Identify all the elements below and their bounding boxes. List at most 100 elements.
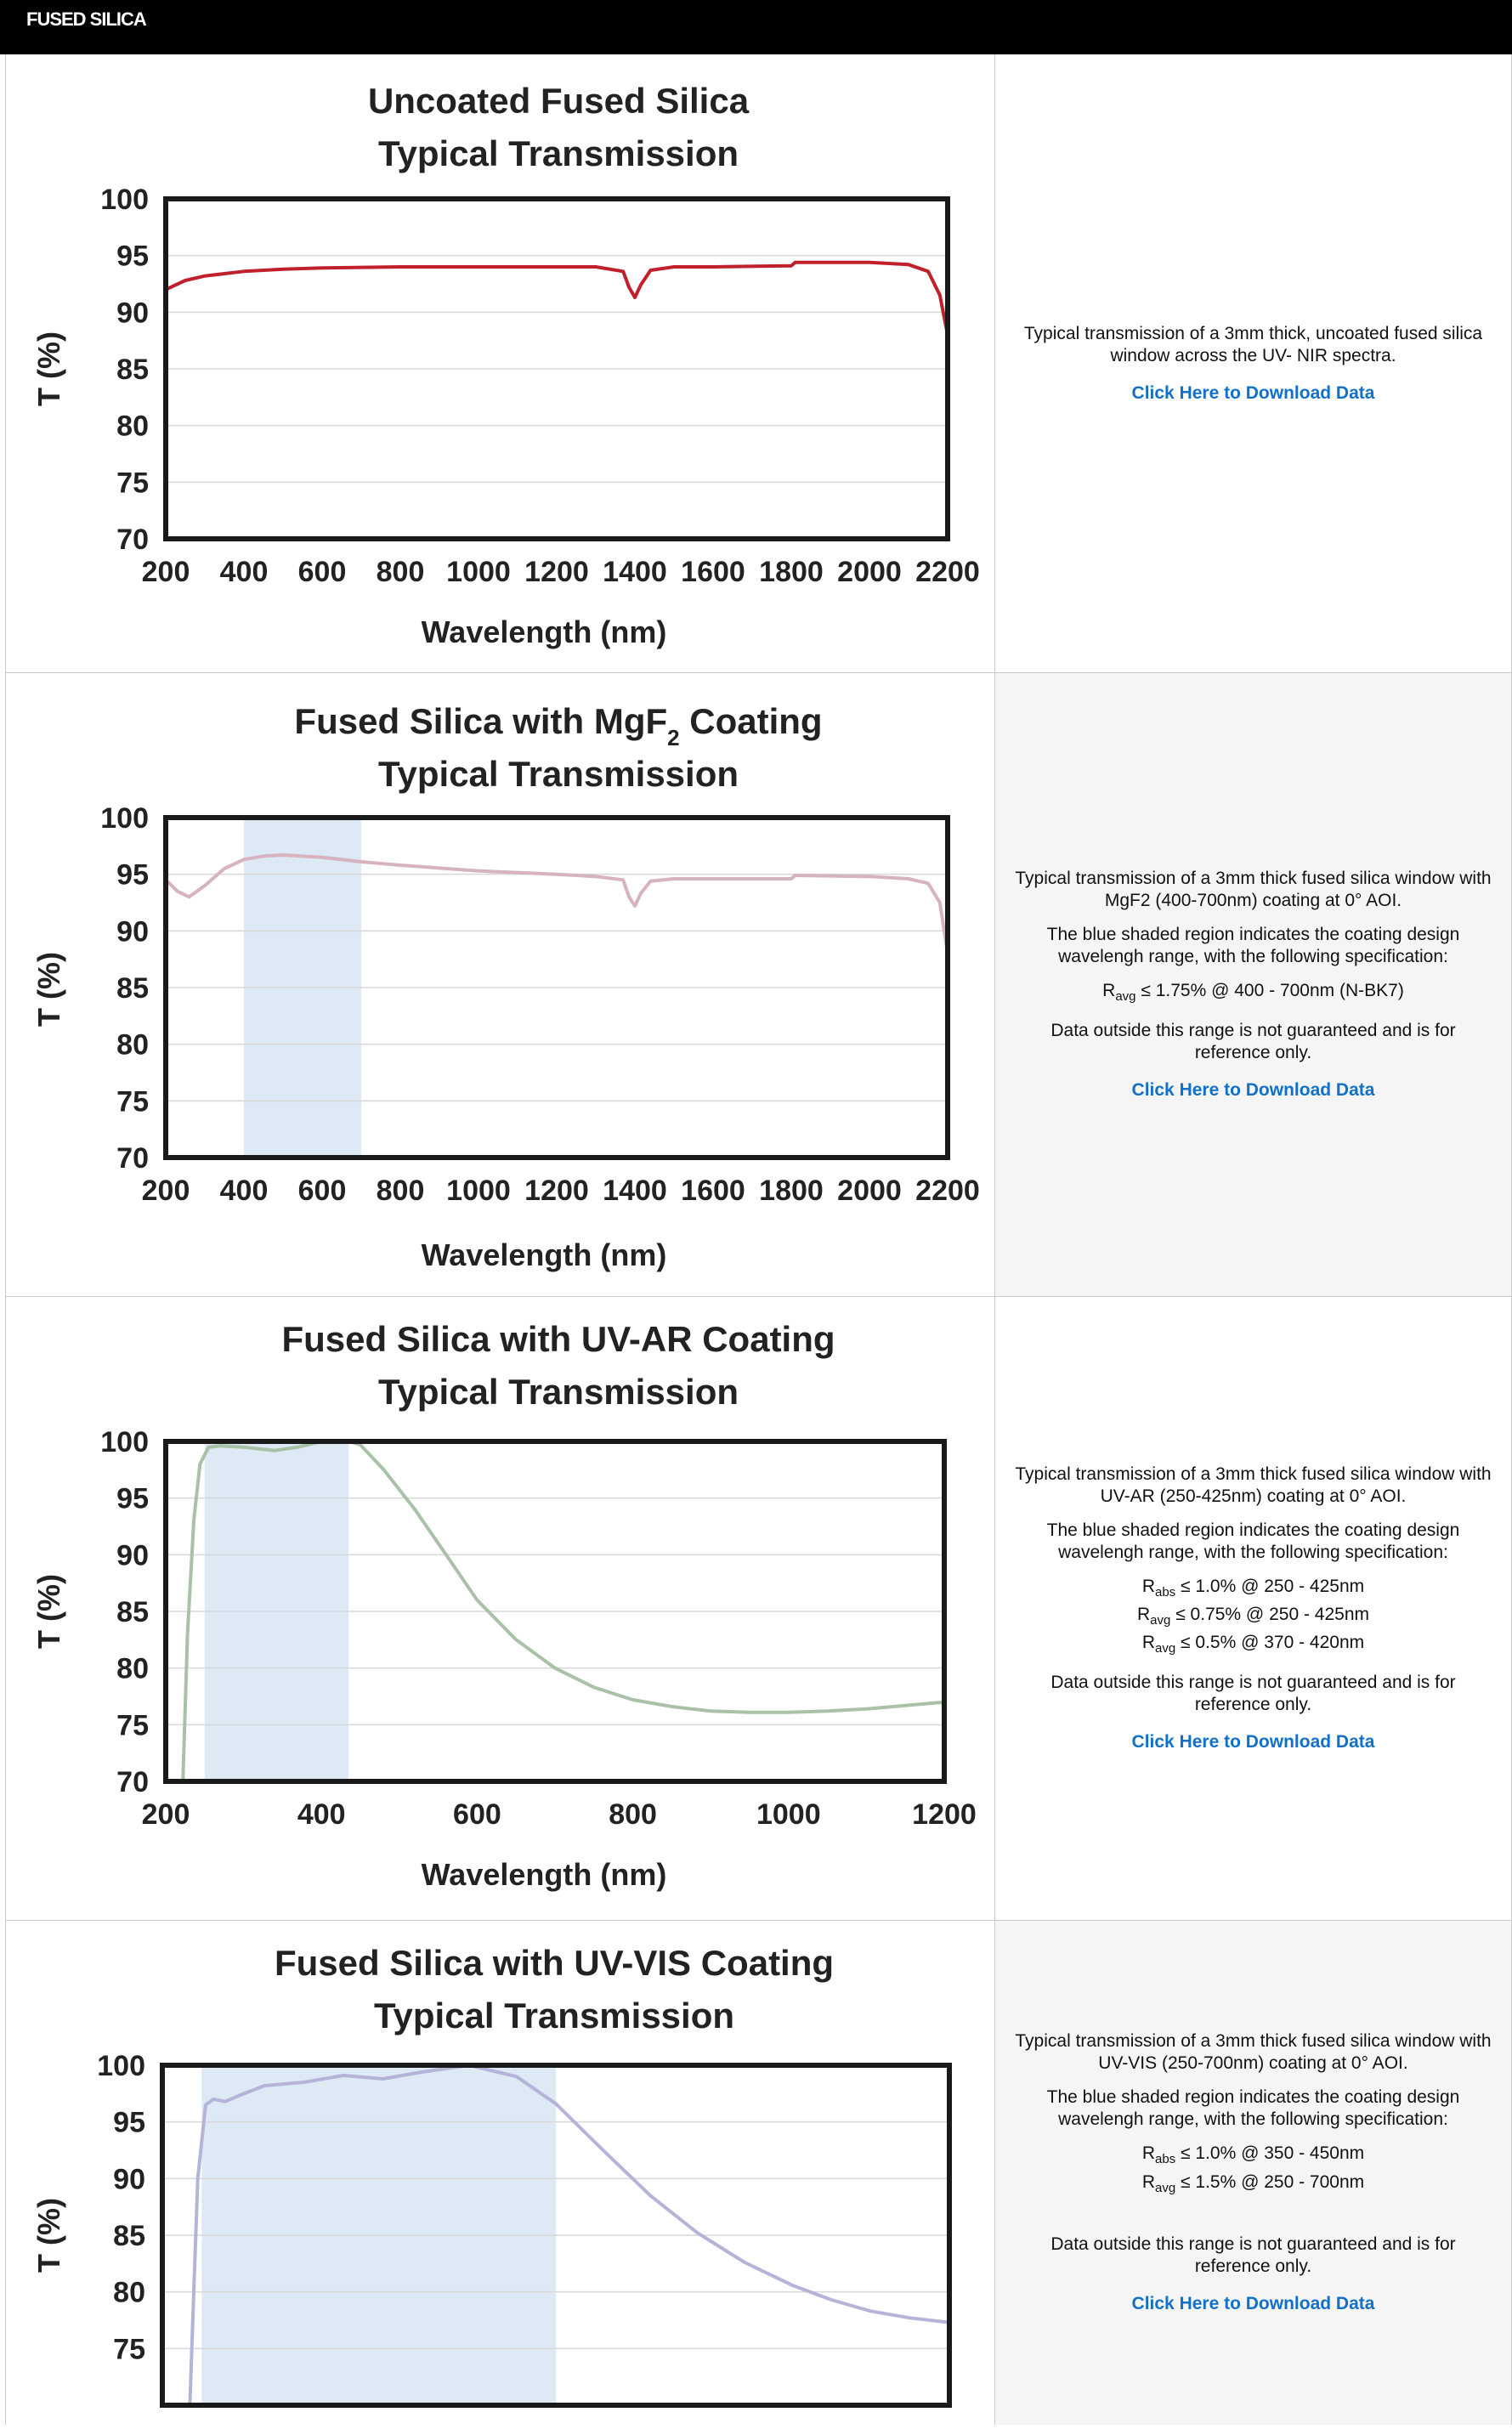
table-row: Fused Silica with MgF2 Coating Typical T… <box>5 673 1512 1297</box>
x-tick-label: 1800 <box>759 556 824 588</box>
x-axis-label: Wavelength (nm) <box>422 614 667 649</box>
spec-symbol: R <box>1141 2143 1155 2164</box>
description-cell: Typical transmission of a 3mm thick fuse… <box>995 1921 1511 2425</box>
specification-list: Rabs ≤ 1.0% @ 250 - 425nm Ravg ≤ 0.75% @ … <box>1137 1576 1369 1661</box>
spec-symbol: R <box>1141 1576 1155 1596</box>
description-text: The blue shaded region indicates the coa… <box>1046 1520 1460 1562</box>
chart-title-main: Fused Silica with MgF <box>294 701 667 741</box>
series-line <box>166 853 948 954</box>
chart-cell: Uncoated Fused Silica Typical Transmissi… <box>6 54 995 672</box>
spec-text: ≤ 1.5% @ 250 - 700nm <box>1175 2171 1365 2192</box>
x-tick-label: 800 <box>377 1175 425 1207</box>
spec-text: ≤ 1.75% @ 400 - 700nm (N-BK7) <box>1135 980 1404 1000</box>
spec-symbol: R <box>1137 1604 1151 1624</box>
spec-symbol: R <box>1141 2171 1155 2192</box>
x-tick-label: 200 <box>142 1798 190 1831</box>
y-tick-label: 90 <box>113 2163 145 2195</box>
y-axis-label: T (%) <box>31 331 66 406</box>
description-text: The blue shaded region indicates the coa… <box>1046 2087 1460 2130</box>
x-tick-label: 600 <box>453 1798 501 1831</box>
section-title: FUSED SILICA <box>26 8 147 30</box>
table-row: Fused Silica with UV-VIS Coating Typical… <box>5 1921 1512 2425</box>
x-tick-label: 2200 <box>915 556 980 588</box>
x-tick-label: 1000 <box>446 1175 511 1207</box>
y-tick-label: 95 <box>113 2107 145 2139</box>
y-axis-label: T (%) <box>31 952 66 1027</box>
x-tick-label: 2000 <box>837 1175 902 1207</box>
chart-cell: Fused Silica with MgF2 Coating Typical T… <box>6 673 995 1296</box>
x-axis-label: Wavelength (nm) <box>422 1237 667 1272</box>
table-row: Uncoated Fused Silica Typical Transmissi… <box>5 54 1512 673</box>
table-row: Fused Silica with UV-AR Coating Typical … <box>5 1297 1512 1921</box>
x-tick-label: 1400 <box>603 1175 667 1207</box>
x-tick-label: 1200 <box>524 556 589 588</box>
y-tick-label: 70 <box>116 524 149 556</box>
transmission-chart: Fused Silica with UV-VIS Coating Typical… <box>31 1943 952 2408</box>
y-tick-label: 100 <box>100 1426 149 1458</box>
spec-text: ≤ 0.5% @ 370 - 420nm <box>1175 1633 1365 1653</box>
specification-line: Ravg ≤ 1.75% @ 400 - 700nm (N-BK7) <box>1102 980 1404 1008</box>
description-text: Typical transmission of a 3mm thick fuse… <box>1015 2031 1492 2074</box>
chart-title: Fused Silica with UV-AR Coating <box>281 1319 835 1359</box>
spec-subscript: avg <box>1155 1641 1176 1656</box>
y-tick-label: 100 <box>100 802 149 835</box>
x-tick-label: 1400 <box>603 556 667 588</box>
spec-subscript: abs <box>1155 2152 1176 2167</box>
x-tick-label: 200 <box>142 1175 190 1207</box>
download-data-link[interactable]: Click Here to Download Data <box>1131 1080 1375 1101</box>
x-tick-label: 400 <box>220 1175 269 1207</box>
chart-title-subscript: 2 <box>667 725 679 750</box>
spec-symbol: R <box>1141 1633 1155 1653</box>
spec-text: ≤ 0.75% @ 250 - 425nm <box>1170 1604 1369 1624</box>
spec-subscript: avg <box>1155 2180 1176 2195</box>
x-tick-label: 1000 <box>756 1798 821 1831</box>
plot-frame <box>163 815 950 1160</box>
spec-subscript: abs <box>1155 1584 1176 1600</box>
specification-line: Rabs ≤ 1.0% @ 350 - 450nm <box>1142 2143 1364 2171</box>
description-cell: Typical transmission of a 3mm thick, unc… <box>995 54 1511 672</box>
description-text: Typical transmission of a 3mm thick, unc… <box>1023 323 1483 365</box>
specification-line: Rabs ≤ 1.0% @ 250 - 425nm <box>1137 1576 1369 1604</box>
y-tick-label: 95 <box>116 1483 149 1515</box>
spec-symbol: R <box>1102 980 1116 1000</box>
transmission-chart: Fused Silica with MgF2 Coating Typical T… <box>31 701 980 1272</box>
transmission-chart: Fused Silica with UV-AR Coating Typical … <box>31 1319 977 1892</box>
x-tick-label: 400 <box>220 556 269 588</box>
x-tick-label: 400 <box>297 1798 346 1831</box>
specification-line: Ravg ≤ 0.75% @ 250 - 425nm <box>1137 1604 1369 1632</box>
y-tick-label: 80 <box>116 410 149 443</box>
x-tick-label: 1600 <box>681 1175 745 1207</box>
description-text: The blue shaded region indicates the coa… <box>1046 924 1460 966</box>
disclaimer-text: Data outside this range is not guarantee… <box>1050 2234 1456 2276</box>
y-tick-label: 80 <box>116 1029 149 1062</box>
chart-title: Typical Transmission <box>378 1372 739 1412</box>
chart-title: Fused Silica with UV-VIS Coating <box>275 1943 834 1983</box>
chart-title: Typical Transmission <box>378 754 739 794</box>
x-axis-label: Wavelength (nm) <box>422 1857 667 1892</box>
x-tick-label: 2000 <box>837 556 902 588</box>
chart-title: Typical Transmission <box>378 133 739 173</box>
specification-line: Ravg ≤ 0.5% @ 370 - 420nm <box>1137 1632 1369 1660</box>
chart-cell: Fused Silica with UV-VIS Coating Typical… <box>6 1921 995 2425</box>
y-tick-label: 80 <box>116 1653 149 1685</box>
y-tick-label: 95 <box>116 241 149 273</box>
y-tick-label: 75 <box>113 2333 145 2365</box>
y-tick-label: 90 <box>116 915 149 948</box>
y-tick-label: 75 <box>116 1709 149 1741</box>
spec-text: ≤ 1.0% @ 350 - 450nm <box>1175 2143 1365 2164</box>
series-line <box>188 2065 949 2405</box>
specification-list: Ravg ≤ 1.75% @ 400 - 700nm (N-BK7) <box>1102 980 1404 1008</box>
specification-line: Ravg ≤ 1.5% @ 250 - 700nm <box>1142 2171 1364 2200</box>
plot-frame <box>163 196 950 541</box>
x-tick-label: 200 <box>142 556 190 588</box>
plot-frame <box>163 1439 947 1784</box>
chart-title-suffix: Coating <box>680 701 823 741</box>
spec-text: ≤ 1.0% @ 250 - 425nm <box>1175 1576 1365 1596</box>
x-tick-label: 1200 <box>912 1798 977 1831</box>
y-tick-label: 80 <box>113 2277 145 2309</box>
download-data-link[interactable]: Click Here to Download Data <box>1131 1732 1375 1752</box>
download-data-link[interactable]: Click Here to Download Data <box>1131 2293 1375 2313</box>
x-tick-label: 1000 <box>446 556 511 588</box>
download-data-link[interactable]: Click Here to Download Data <box>1131 382 1375 403</box>
y-tick-label: 85 <box>116 1596 149 1628</box>
